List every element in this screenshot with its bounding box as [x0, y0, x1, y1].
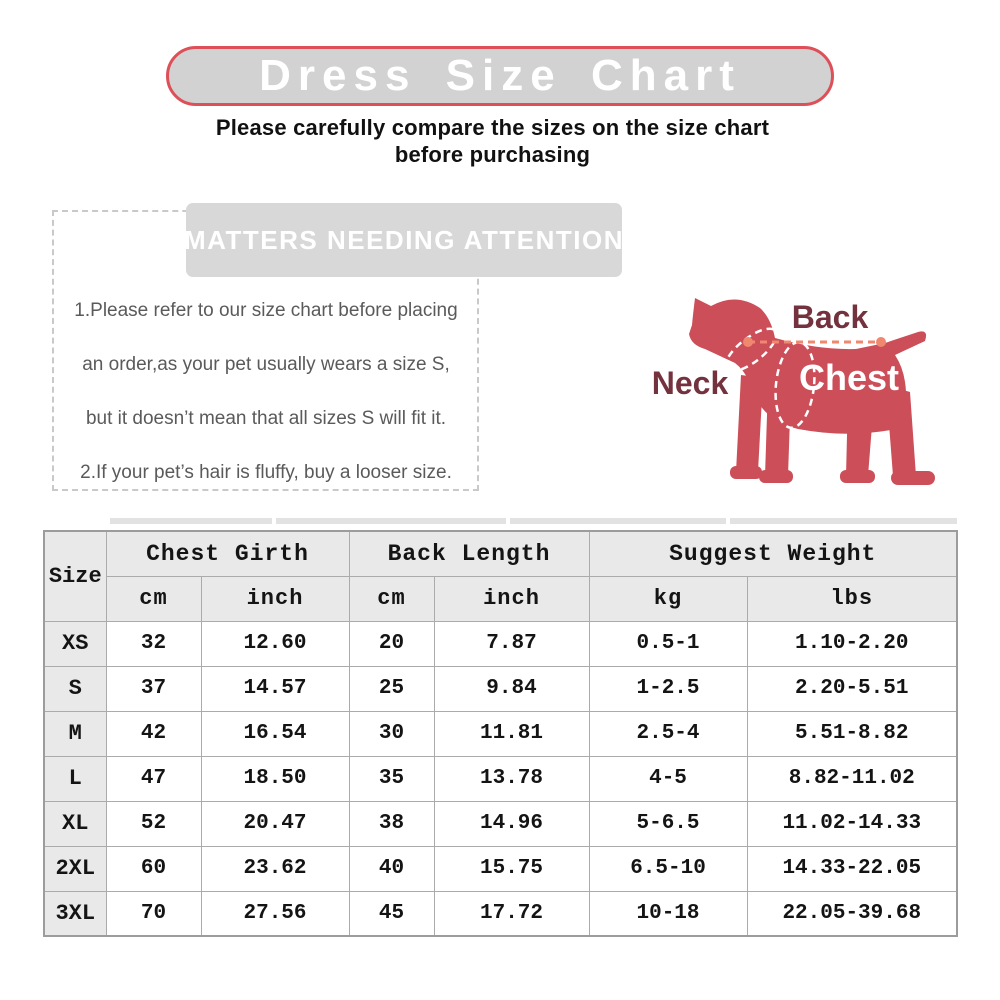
notice-line: 1.Please refer to our size chart before … [74, 300, 458, 321]
page-title: Dress Size Chart [259, 51, 741, 100]
back-measure-dot [876, 337, 886, 347]
value-cell: 11.81 [433, 710, 590, 757]
value-cell: 35 [348, 755, 435, 802]
value-cell: 6.5-10 [588, 845, 748, 892]
table-row-l: L 47 18.50 35 13.78 4-5 8.82-11.02 [43, 755, 958, 802]
value-cell: 4-5 [588, 755, 748, 802]
value-cell: 13.78 [433, 755, 590, 802]
notice-line: 2.If your pet’s hair is fluffy, buy a lo… [80, 462, 452, 483]
value-cell: 14.57 [200, 665, 350, 712]
value-cell: 10-18 [588, 890, 748, 937]
group-header-suggest-weight: Suggest Weight [588, 530, 958, 577]
sub-header-kg: kg [588, 575, 748, 622]
dog-measurement-diagram: Back Neck Chest [648, 280, 980, 500]
notice-line: but it doesn’t mean that all sizes S wil… [85, 408, 447, 429]
value-cell: 7.87 [433, 620, 590, 667]
value-cell: 52 [105, 800, 202, 847]
table-crop-artifact [276, 518, 506, 524]
value-cell: 8.82-11.02 [746, 755, 958, 802]
value-cell: 37 [105, 665, 202, 712]
value-cell: 17.72 [433, 890, 590, 937]
dog-diagram-svg: Back Neck Chest [652, 298, 935, 485]
value-cell: 18.50 [200, 755, 350, 802]
value-cell: 15.75 [433, 845, 590, 892]
value-cell: 5-6.5 [588, 800, 748, 847]
group-header-chest-girth: Chest Girth [105, 530, 350, 577]
sub-header-cm: cm [348, 575, 435, 622]
neck-label: Neck [652, 365, 729, 401]
value-cell: 32 [105, 620, 202, 667]
subtitle: Please carefully compare the sizes on th… [0, 114, 985, 168]
value-cell: 22.05-39.68 [746, 890, 958, 937]
value-cell: 12.60 [200, 620, 350, 667]
dog-silhouette [689, 298, 935, 485]
value-cell: 23.62 [200, 845, 350, 892]
chest-label: Chest [799, 357, 899, 398]
value-cell: 5.51-8.82 [746, 710, 958, 757]
value-cell: 60 [105, 845, 202, 892]
value-cell: 0.5-1 [588, 620, 748, 667]
size-cell: 3XL [43, 890, 107, 937]
size-cell: 2XL [43, 845, 107, 892]
value-cell: 9.84 [433, 665, 590, 712]
subtitle-line-1: Please carefully compare the sizes on th… [215, 115, 770, 140]
sub-header-cm: cm [105, 575, 202, 622]
value-cell: 20.47 [200, 800, 350, 847]
size-cell: M [43, 710, 107, 757]
group-header-back-length: Back Length [348, 530, 590, 577]
size-table: Size Chest Girth Back Length Suggest Wei… [43, 530, 958, 937]
value-cell: 38 [348, 800, 435, 847]
size-cell: S [43, 665, 107, 712]
size-cell: L [43, 755, 107, 802]
notice-banner: MATTERS NEEDING ATTENTION [184, 203, 625, 277]
value-cell: 40 [348, 845, 435, 892]
value-cell: 14.33-22.05 [746, 845, 958, 892]
value-cell: 47 [105, 755, 202, 802]
sub-header-inch: inch [433, 575, 590, 622]
back-measure-dot [743, 337, 753, 347]
notice-line: an order,as your pet usually wears a siz… [82, 354, 450, 375]
value-cell: 1-2.5 [588, 665, 748, 712]
corner-header-size: Size [43, 530, 107, 622]
table-row-s: S 37 14.57 25 9.84 1-2.5 2.20-5.51 [43, 665, 958, 712]
value-cell: 2.5-4 [588, 710, 748, 757]
value-cell: 30 [348, 710, 435, 757]
value-cell: 25 [348, 665, 435, 712]
value-cell: 11.02-14.33 [746, 800, 958, 847]
table-row-3xl: 3XL 70 27.56 45 17.72 10-18 22.05-39.68 [43, 890, 958, 937]
neck-measure-ellipse [724, 327, 778, 373]
back-label: Back [792, 299, 869, 335]
notice-text: 1.Please refer to our size chart before … [50, 284, 482, 500]
sub-header-inch: inch [200, 575, 350, 622]
notice-banner-label: MATTERS NEEDING ATTENTION [184, 224, 625, 255]
value-cell: 27.56 [200, 890, 350, 937]
subtitle-line-2: before purchasing [394, 142, 591, 167]
size-cell: XS [43, 620, 107, 667]
value-cell: 45 [348, 890, 435, 937]
table-row-2xl: 2XL 60 23.62 40 15.75 6.5-10 14.33-22.05 [43, 845, 958, 892]
table-row-xl: XL 52 20.47 38 14.96 5-6.5 11.02-14.33 [43, 800, 958, 847]
chest-measure-ellipse [774, 340, 816, 430]
table-row-xs: XS 32 12.60 20 7.87 0.5-1 1.10-2.20 [43, 620, 958, 667]
table-crop-artifact [510, 518, 726, 524]
value-cell: 20 [348, 620, 435, 667]
size-cell: XL [43, 800, 107, 847]
value-cell: 42 [105, 710, 202, 757]
value-cell: 14.96 [433, 800, 590, 847]
value-cell: 1.10-2.20 [746, 620, 958, 667]
value-cell: 2.20-5.51 [746, 665, 958, 712]
value-cell: 70 [105, 890, 202, 937]
sub-header-lbs: lbs [746, 575, 958, 622]
table-crop-artifact [110, 518, 272, 524]
table-row-m: M 42 16.54 30 11.81 2.5-4 5.51-8.82 [43, 710, 958, 757]
title-banner: Dress Size Chart [166, 46, 834, 106]
value-cell: 16.54 [200, 710, 350, 757]
table-crop-artifact [730, 518, 957, 524]
